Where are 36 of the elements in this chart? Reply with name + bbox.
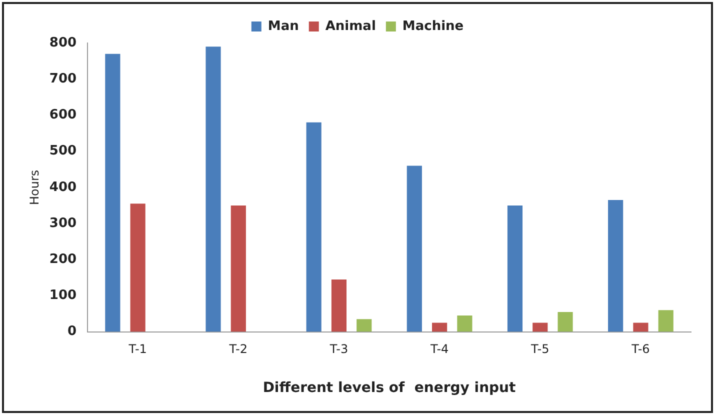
x-tick-label: T-1 bbox=[128, 342, 147, 356]
y-tick-label: 100 bbox=[49, 288, 77, 304]
y-tick-label: 300 bbox=[49, 216, 77, 231]
bar bbox=[331, 279, 347, 332]
bar bbox=[633, 322, 648, 332]
bar bbox=[230, 205, 246, 332]
bar bbox=[306, 122, 322, 332]
bar bbox=[532, 322, 548, 332]
bar bbox=[457, 316, 472, 332]
bar bbox=[206, 46, 221, 332]
bar bbox=[608, 200, 624, 332]
bar bbox=[105, 54, 120, 332]
y-tick-label: 800 bbox=[49, 35, 77, 50]
bar bbox=[432, 322, 448, 332]
y-axis-title: Hours bbox=[27, 170, 42, 205]
bar bbox=[658, 310, 674, 332]
y-tick-label: 0 bbox=[67, 324, 77, 340]
y-tick-label: 700 bbox=[49, 71, 77, 86]
bar bbox=[130, 204, 146, 332]
legend-label: Animal bbox=[325, 18, 376, 34]
x-tick-label: T-5 bbox=[530, 342, 550, 356]
bar bbox=[558, 312, 573, 332]
bar bbox=[507, 205, 523, 332]
x-axis-title: Different levels of energy input bbox=[262, 380, 516, 396]
x-tick-label: T-4 bbox=[429, 342, 449, 356]
x-tick-label: T-2 bbox=[228, 342, 248, 356]
bar bbox=[406, 166, 422, 332]
y-tick-label: 400 bbox=[49, 180, 77, 195]
y-tick-label: 200 bbox=[49, 252, 77, 267]
y-tick-label: 500 bbox=[49, 144, 77, 159]
x-tick-label: T-6 bbox=[630, 342, 650, 356]
x-tick-label: T-3 bbox=[328, 342, 348, 356]
bar bbox=[356, 319, 372, 332]
y-tick-label: 600 bbox=[49, 108, 77, 123]
legend-label: Man bbox=[268, 18, 299, 34]
legend-label: Machine bbox=[402, 18, 464, 34]
